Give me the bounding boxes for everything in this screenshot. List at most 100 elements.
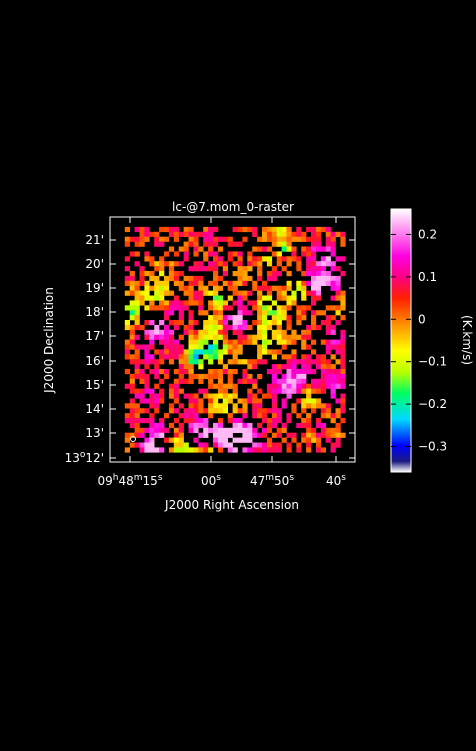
raster-cell (183, 324, 189, 331)
raster-cell (252, 447, 258, 453)
raster-cell (168, 320, 175, 326)
raster-cell (232, 349, 238, 355)
raster-cell (213, 285, 219, 291)
raster-cell (129, 378, 135, 384)
raster-cell (266, 408, 273, 414)
raster-cell (193, 241, 199, 247)
raster-cell (330, 442, 336, 448)
raster-cell (208, 241, 214, 247)
raster-cell (315, 271, 322, 277)
raster-cell (296, 413, 302, 419)
raster-cell (168, 300, 175, 306)
raster-cell (144, 437, 150, 443)
raster-cell (144, 329, 150, 335)
raster-cell (213, 271, 219, 277)
raster-cell (306, 364, 312, 370)
raster-cell (311, 280, 317, 286)
raster-cell (330, 344, 336, 350)
raster-cell (271, 354, 277, 360)
raster-cell (315, 383, 322, 389)
raster-cell (281, 246, 287, 252)
raster-cell (159, 271, 165, 277)
raster-cell (237, 295, 243, 301)
raster-cell (301, 398, 307, 404)
raster-cell (168, 354, 175, 360)
raster-cell (203, 349, 209, 355)
raster-cell (183, 275, 189, 282)
raster-cell (227, 305, 233, 311)
raster-cell (217, 320, 224, 326)
raster-cell (203, 231, 209, 237)
raster-cell (188, 334, 194, 340)
raster-cell (134, 324, 140, 331)
raster-cell (330, 378, 336, 384)
raster-cell (149, 442, 155, 448)
raster-cell (330, 285, 336, 291)
raster-cell (281, 422, 287, 429)
raster-cell (217, 422, 224, 429)
raster-cell (325, 275, 331, 282)
raster-cell (291, 251, 297, 257)
raster-cell (203, 310, 209, 316)
raster-cell (208, 378, 214, 384)
raster-cell (144, 320, 150, 326)
raster-cell (222, 236, 228, 242)
raster-cell (301, 236, 307, 242)
raster-cell (286, 280, 292, 286)
raster-cell (232, 320, 238, 326)
raster-cell (173, 300, 179, 306)
raster-cell (213, 226, 219, 233)
raster-cell (296, 305, 302, 311)
raster-cell (315, 447, 322, 453)
raster-cell (124, 413, 130, 419)
raster-cell (252, 364, 258, 370)
raster-cell (335, 432, 341, 438)
raster-cell (242, 359, 248, 365)
raster-cell (276, 329, 282, 335)
raster-cell (208, 383, 214, 389)
raster-cell (149, 354, 155, 360)
raster-cell (325, 344, 331, 350)
raster-cell (276, 364, 282, 370)
raster-cell (301, 369, 307, 375)
raster-cell (203, 251, 209, 257)
raster-cell (257, 447, 263, 453)
raster-cell (232, 437, 238, 443)
raster-cell (217, 275, 224, 282)
raster-cell (320, 261, 326, 267)
raster-cell (301, 285, 307, 291)
raster-cell (335, 275, 341, 282)
raster-cell (227, 339, 233, 345)
raster-cell (252, 285, 258, 291)
raster-cell (129, 339, 135, 345)
raster-cell (247, 359, 253, 365)
raster-cell (242, 403, 248, 409)
raster-cell (232, 315, 238, 321)
raster-cell (281, 310, 287, 316)
raster-cell (227, 398, 233, 404)
raster-cell (144, 231, 150, 237)
raster-cell (247, 422, 253, 429)
raster-cell (232, 383, 238, 389)
raster-cell (335, 369, 341, 375)
raster-cell (266, 246, 273, 252)
raster-cell (271, 408, 277, 414)
raster-cell (217, 300, 224, 306)
raster-cell (242, 378, 248, 384)
raster-cell (213, 403, 219, 409)
raster-cell (266, 383, 273, 389)
raster-cell (213, 305, 219, 311)
raster-cell (262, 295, 268, 301)
raster-cell (340, 344, 346, 350)
raster-cell (168, 246, 175, 252)
raster-cell (178, 442, 184, 448)
raster-cell (222, 427, 228, 433)
raster-cell (252, 300, 258, 306)
raster-cell (139, 432, 145, 438)
raster-cell (330, 432, 336, 438)
raster-cell (306, 324, 312, 331)
raster-cell (301, 290, 307, 296)
raster-cell (237, 256, 243, 262)
raster-cell (227, 413, 233, 419)
raster-cell (208, 408, 214, 414)
